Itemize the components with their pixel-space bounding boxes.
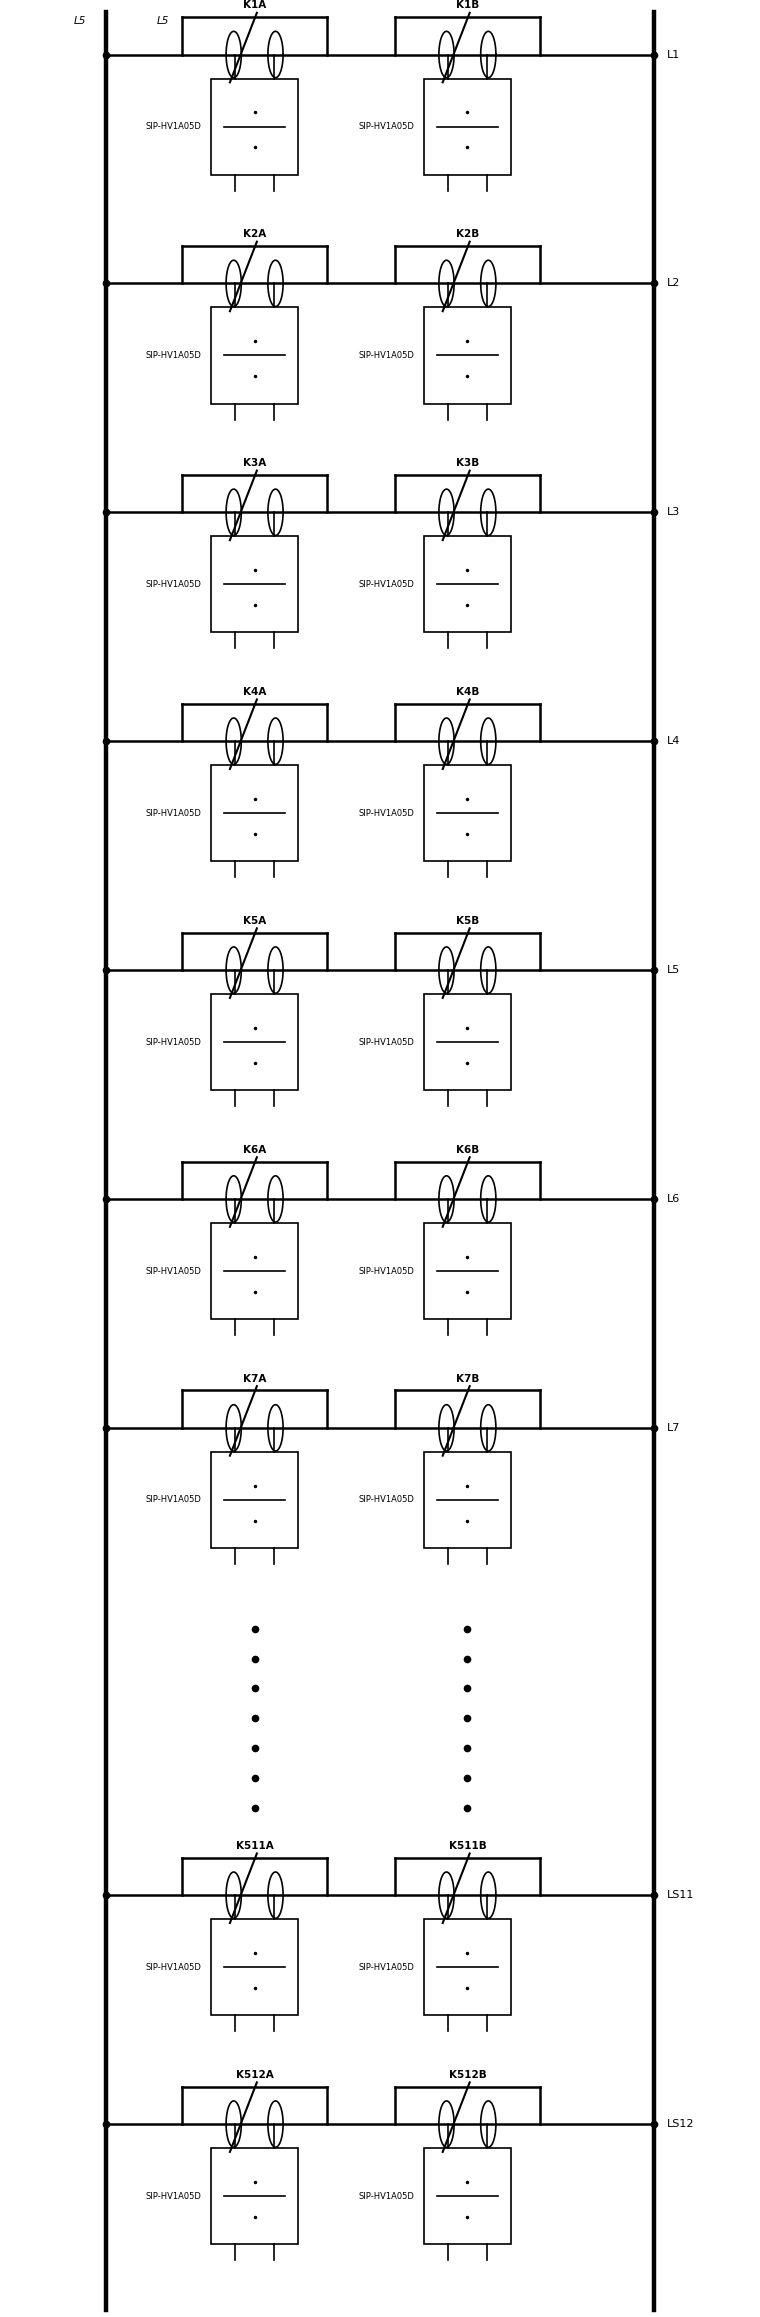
Bar: [424, 79, 511, 174]
Bar: [211, 2148, 298, 2245]
Bar: [211, 535, 298, 633]
Text: L3: L3: [667, 507, 680, 517]
Text: K3B: K3B: [456, 459, 479, 468]
Text: L5: L5: [74, 16, 86, 25]
Text: SIP-HV1A05D: SIP-HV1A05D: [358, 123, 414, 132]
Text: SIP-HV1A05D: SIP-HV1A05D: [358, 809, 414, 818]
Text: K6A: K6A: [243, 1145, 266, 1154]
Text: SIP-HV1A05D: SIP-HV1A05D: [358, 1267, 414, 1277]
Text: SIP-HV1A05D: SIP-HV1A05D: [358, 1038, 414, 1047]
Text: SIP-HV1A05D: SIP-HV1A05D: [145, 579, 201, 589]
Text: K2B: K2B: [456, 229, 479, 239]
Bar: [424, 1223, 511, 1318]
Text: K512B: K512B: [448, 2069, 486, 2081]
Text: K3A: K3A: [243, 459, 266, 468]
Text: K2A: K2A: [243, 229, 266, 239]
Bar: [211, 1223, 298, 1318]
Text: L4: L4: [667, 737, 681, 746]
Bar: [424, 1918, 511, 2016]
Bar: [424, 2148, 511, 2245]
Text: L7: L7: [667, 1423, 681, 1432]
Text: K4A: K4A: [243, 686, 266, 697]
Text: SIP-HV1A05D: SIP-HV1A05D: [358, 350, 414, 359]
Text: K4B: K4B: [456, 686, 479, 697]
Text: K6B: K6B: [456, 1145, 479, 1154]
Bar: [424, 535, 511, 633]
Bar: [424, 1453, 511, 1548]
Text: L6: L6: [667, 1193, 680, 1205]
Text: K5B: K5B: [456, 915, 479, 927]
Text: L1: L1: [667, 49, 680, 60]
Text: SIP-HV1A05D: SIP-HV1A05D: [358, 1494, 414, 1504]
Text: L5: L5: [667, 966, 680, 975]
Text: K511B: K511B: [448, 1840, 486, 1851]
Text: SIP-HV1A05D: SIP-HV1A05D: [145, 123, 201, 132]
Text: SIP-HV1A05D: SIP-HV1A05D: [145, 1267, 201, 1277]
Bar: [211, 308, 298, 403]
Text: SIP-HV1A05D: SIP-HV1A05D: [358, 579, 414, 589]
Text: SIP-HV1A05D: SIP-HV1A05D: [145, 2192, 201, 2201]
Bar: [211, 1453, 298, 1548]
Text: K7A: K7A: [243, 1374, 266, 1383]
Text: LS11: LS11: [667, 1891, 695, 1900]
Bar: [424, 308, 511, 403]
Text: SIP-HV1A05D: SIP-HV1A05D: [145, 1962, 201, 1972]
Bar: [211, 765, 298, 862]
Text: K1A: K1A: [243, 0, 266, 9]
Bar: [211, 994, 298, 1091]
Text: SIP-HV1A05D: SIP-HV1A05D: [145, 350, 201, 359]
Text: K7B: K7B: [456, 1374, 479, 1383]
Bar: [424, 994, 511, 1091]
Text: K512A: K512A: [236, 2069, 274, 2081]
Bar: [424, 765, 511, 862]
Text: K511A: K511A: [236, 1840, 274, 1851]
Text: K1B: K1B: [456, 0, 479, 9]
Text: K5A: K5A: [243, 915, 266, 927]
Text: SIP-HV1A05D: SIP-HV1A05D: [145, 1494, 201, 1504]
Text: SIP-HV1A05D: SIP-HV1A05D: [358, 2192, 414, 2201]
Text: LS12: LS12: [667, 2120, 695, 2129]
Text: SIP-HV1A05D: SIP-HV1A05D: [358, 1962, 414, 1972]
Text: SIP-HV1A05D: SIP-HV1A05D: [145, 1038, 201, 1047]
Bar: [211, 79, 298, 174]
Text: L2: L2: [667, 278, 681, 287]
Bar: [211, 1918, 298, 2016]
Text: SIP-HV1A05D: SIP-HV1A05D: [145, 809, 201, 818]
Text: L5: L5: [157, 16, 169, 25]
